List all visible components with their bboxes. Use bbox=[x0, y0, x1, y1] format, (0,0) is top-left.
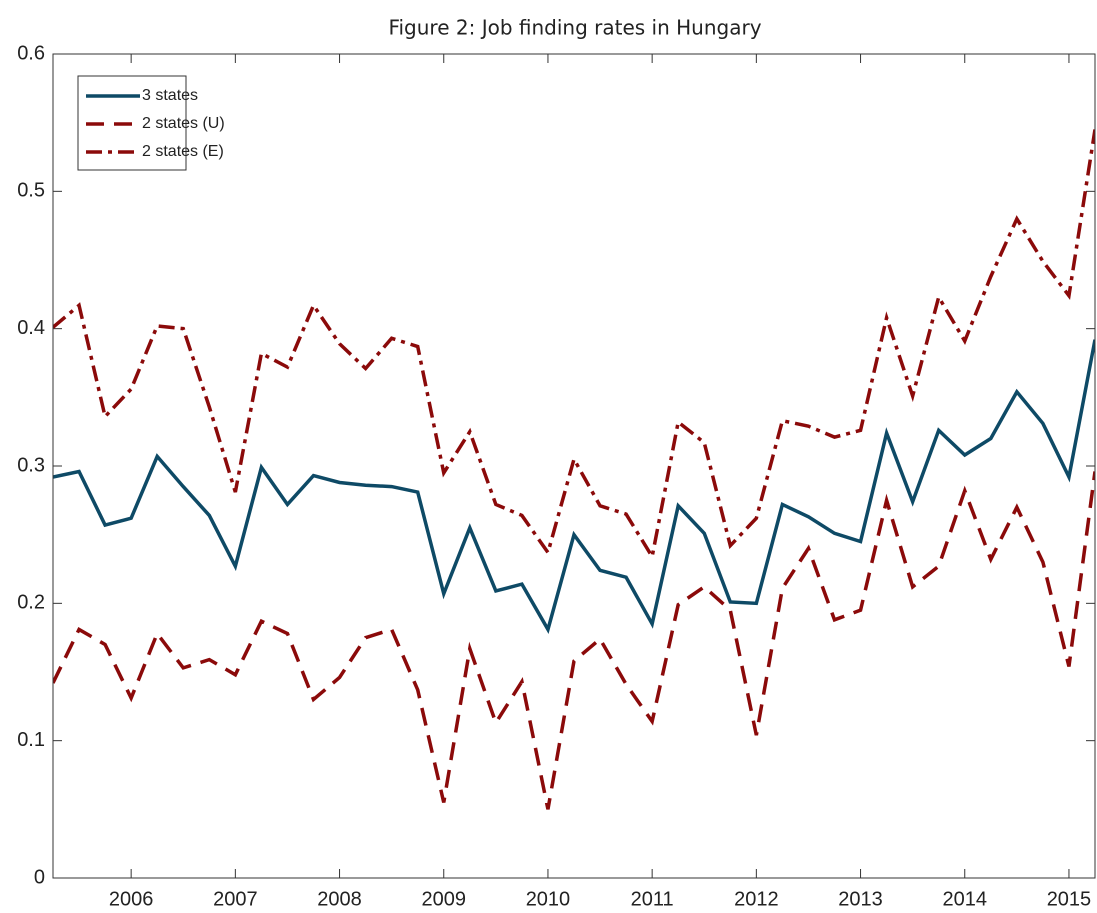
y-tick-label: 0.5 bbox=[17, 180, 45, 202]
x-tick-label: 2015 bbox=[1047, 888, 1092, 910]
x-tick-label: 2008 bbox=[317, 888, 362, 910]
y-tick-label: 0.3 bbox=[17, 454, 45, 476]
y-tick-label: 0.4 bbox=[17, 317, 45, 339]
y-tick-label: 0 bbox=[34, 866, 45, 888]
x-tick-label: 2012 bbox=[734, 888, 779, 910]
x-tick-label: 2010 bbox=[526, 888, 571, 910]
y-tick-label: 0.6 bbox=[17, 42, 45, 64]
legend-label: 2 states (E) bbox=[142, 143, 224, 160]
x-tick-label: 2007 bbox=[213, 888, 258, 910]
line bbox=[53, 471, 1095, 810]
x-tick-label: 2006 bbox=[109, 888, 154, 910]
chart-title: Figure 2: Job finding rates in Hungary bbox=[388, 16, 761, 40]
legend: 3 states 2 states (U) 2 states (E) bbox=[77, 75, 225, 171]
y-tick-label: 0.1 bbox=[17, 729, 45, 751]
plot-frame bbox=[52, 53, 1096, 879]
legend-label: 3 states bbox=[142, 87, 198, 104]
legend-label: 2 states (U) bbox=[142, 115, 225, 132]
line bbox=[53, 129, 1095, 562]
x-tick-label: 2014 bbox=[943, 888, 988, 910]
y-tick-label: 0.2 bbox=[17, 592, 45, 614]
x-tick-label: 2013 bbox=[838, 888, 883, 910]
x-tick-label: 2009 bbox=[422, 888, 467, 910]
x-tick-label: 2011 bbox=[631, 888, 674, 910]
line bbox=[53, 339, 1095, 634]
